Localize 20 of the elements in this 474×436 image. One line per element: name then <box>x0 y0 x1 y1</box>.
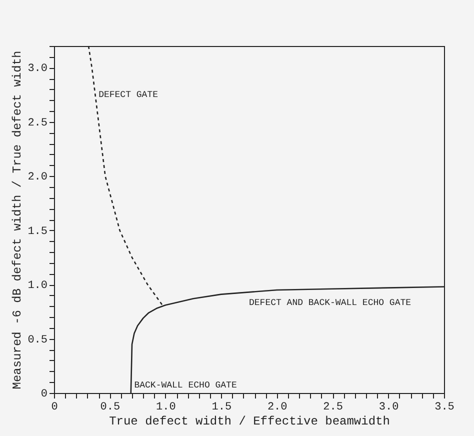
y-tick-label: 0 <box>40 388 48 400</box>
annotation: DEFECT AND BACK-WALL ECHO GATE <box>249 298 412 308</box>
x-tick-label: 3.0 <box>378 402 399 414</box>
y-tick-label: 1.0 <box>28 280 48 292</box>
x-tick-label: 2.5 <box>323 402 343 414</box>
y-axis-title: Measured -6 dB defect width / True defect width <box>10 50 25 390</box>
y-tick-label: 2.5 <box>28 117 48 130</box>
y-tick-label: 3.0 <box>28 63 48 76</box>
annotation: DEFECT GATE <box>98 90 158 100</box>
x-axis-title: True defect width / Effective beamwidth <box>109 414 390 428</box>
annotation: BACK-WALL ECHO GATE <box>134 380 237 391</box>
x-tick-label: 1.5 <box>212 402 232 414</box>
x-tick-label: 3.5 <box>434 402 454 414</box>
x-tick-label: 0.5 <box>100 402 120 414</box>
y-tick-label: 1.5 <box>28 226 48 238</box>
x-tick-label: 1.0 <box>156 402 176 414</box>
y-tick-label: 2.0 <box>28 172 48 184</box>
x-tick-label: 0 <box>51 402 58 414</box>
x-tick-label: 2.0 <box>267 402 288 414</box>
y-tick-label: 0.5 <box>28 334 48 346</box>
